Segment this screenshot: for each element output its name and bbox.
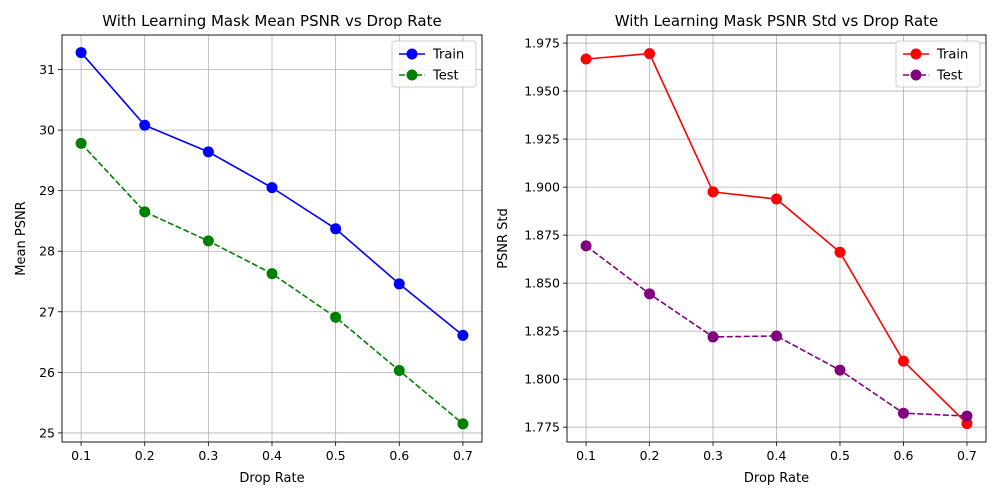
data-point-train	[393, 278, 405, 290]
x-tick-label: 0.1	[71, 448, 91, 463]
data-point-train	[897, 355, 909, 367]
y-tick-label: 26	[39, 365, 55, 380]
y-tick-label: 1.875	[524, 228, 560, 243]
data-point-train	[771, 193, 782, 205]
data-point-test	[580, 240, 592, 252]
data-point-test	[897, 407, 909, 419]
data-point-train	[202, 146, 214, 158]
y-tick-label: 27	[39, 304, 55, 319]
x-tick-label: 0.3	[198, 448, 218, 463]
legend-marker-test	[910, 69, 922, 81]
x-tick-label: 0.7	[957, 448, 977, 463]
y-axis-label: PSNR Std	[496, 208, 511, 269]
data-point-train	[330, 223, 342, 235]
y-tick-label: 1.850	[524, 276, 560, 291]
y-tick-label: 1.925	[524, 132, 560, 147]
data-point-test	[330, 311, 342, 323]
x-axis-label: Drop Rate	[744, 471, 809, 486]
chart-1: 0.1 0.2 0.3 0.4 0.5 0.6 0.7 25 26 27 28 29 30 31 With …	[14, 12, 483, 486]
y-tick-label: 1.950	[524, 84, 560, 99]
chart-title: With Learning Mask Mean PSNR vs Drop Rat…	[102, 12, 441, 30]
y-tick-label: 25	[39, 425, 55, 440]
data-point-test	[393, 365, 405, 377]
y-tick-label: 1.900	[524, 180, 560, 195]
legend: Train Test	[391, 40, 477, 88]
x-tick-label: 0.7	[453, 448, 473, 463]
x-tick-label: 0.6	[894, 448, 914, 463]
data-point-train	[707, 186, 719, 198]
x-tick-label: 0.5	[830, 448, 850, 463]
x-tick-label: 0.4	[262, 448, 282, 463]
legend-label-test: Test	[432, 69, 459, 84]
data-point-train	[834, 246, 846, 258]
y-tick-label: 30	[39, 123, 55, 138]
data-point-train	[580, 53, 592, 65]
y-axis-label: Mean PSNR	[14, 201, 29, 275]
y-tick-label: 29	[39, 183, 55, 198]
data-point-test	[707, 331, 719, 343]
legend-label-train: Train	[936, 48, 968, 63]
legend-marker-train	[406, 48, 418, 60]
x-tick-label: 0.1	[576, 448, 596, 463]
x-tick-label: 0.3	[703, 448, 723, 463]
legend-label-train: Train	[432, 48, 464, 63]
x-tick-label: 0.4	[767, 448, 787, 463]
data-point-train	[139, 119, 151, 131]
x-axis-label: Drop Rate	[239, 471, 304, 486]
data-point-test	[266, 268, 278, 280]
x-tick-label: 0.5	[326, 448, 346, 463]
data-point-test	[834, 364, 846, 376]
data-point-train	[266, 182, 278, 194]
data-point-train	[457, 329, 469, 341]
x-tick-label: 0.6	[389, 448, 409, 463]
y-tick-label: 1.800	[524, 372, 560, 387]
axes-frame	[566, 34, 987, 443]
y-tick-label: 31	[39, 62, 55, 77]
y-tick-label: 28	[39, 244, 55, 259]
data-point-train	[75, 47, 87, 59]
chart-title: With Learning Mask PSNR Std vs Drop Rate	[615, 12, 939, 30]
data-point-test	[644, 288, 656, 300]
data-point-test	[202, 235, 214, 247]
data-point-test	[139, 206, 151, 218]
chart-2: 0.1 0.2 0.3 0.4 0.5 0.6 0.7 1.775 1.800 1.825 1.85…	[496, 12, 987, 486]
legend-label-test: Test	[936, 69, 963, 84]
data-point-test	[457, 418, 469, 430]
legend-marker-train	[910, 48, 922, 60]
data-point-test	[961, 410, 973, 422]
legend: Train Test	[895, 40, 981, 88]
data-point-train	[644, 48, 656, 60]
data-point-test	[771, 330, 782, 342]
legend-marker-test	[406, 69, 418, 81]
y-tick-label: 1.825	[524, 324, 560, 339]
y-tick-label: 1.775	[524, 420, 560, 435]
x-tick-label: 0.2	[135, 448, 155, 463]
data-point-test	[75, 137, 87, 149]
x-tick-label: 0.2	[640, 448, 660, 463]
y-tick-label: 1.975	[524, 36, 560, 51]
axes-frame	[61, 34, 483, 443]
